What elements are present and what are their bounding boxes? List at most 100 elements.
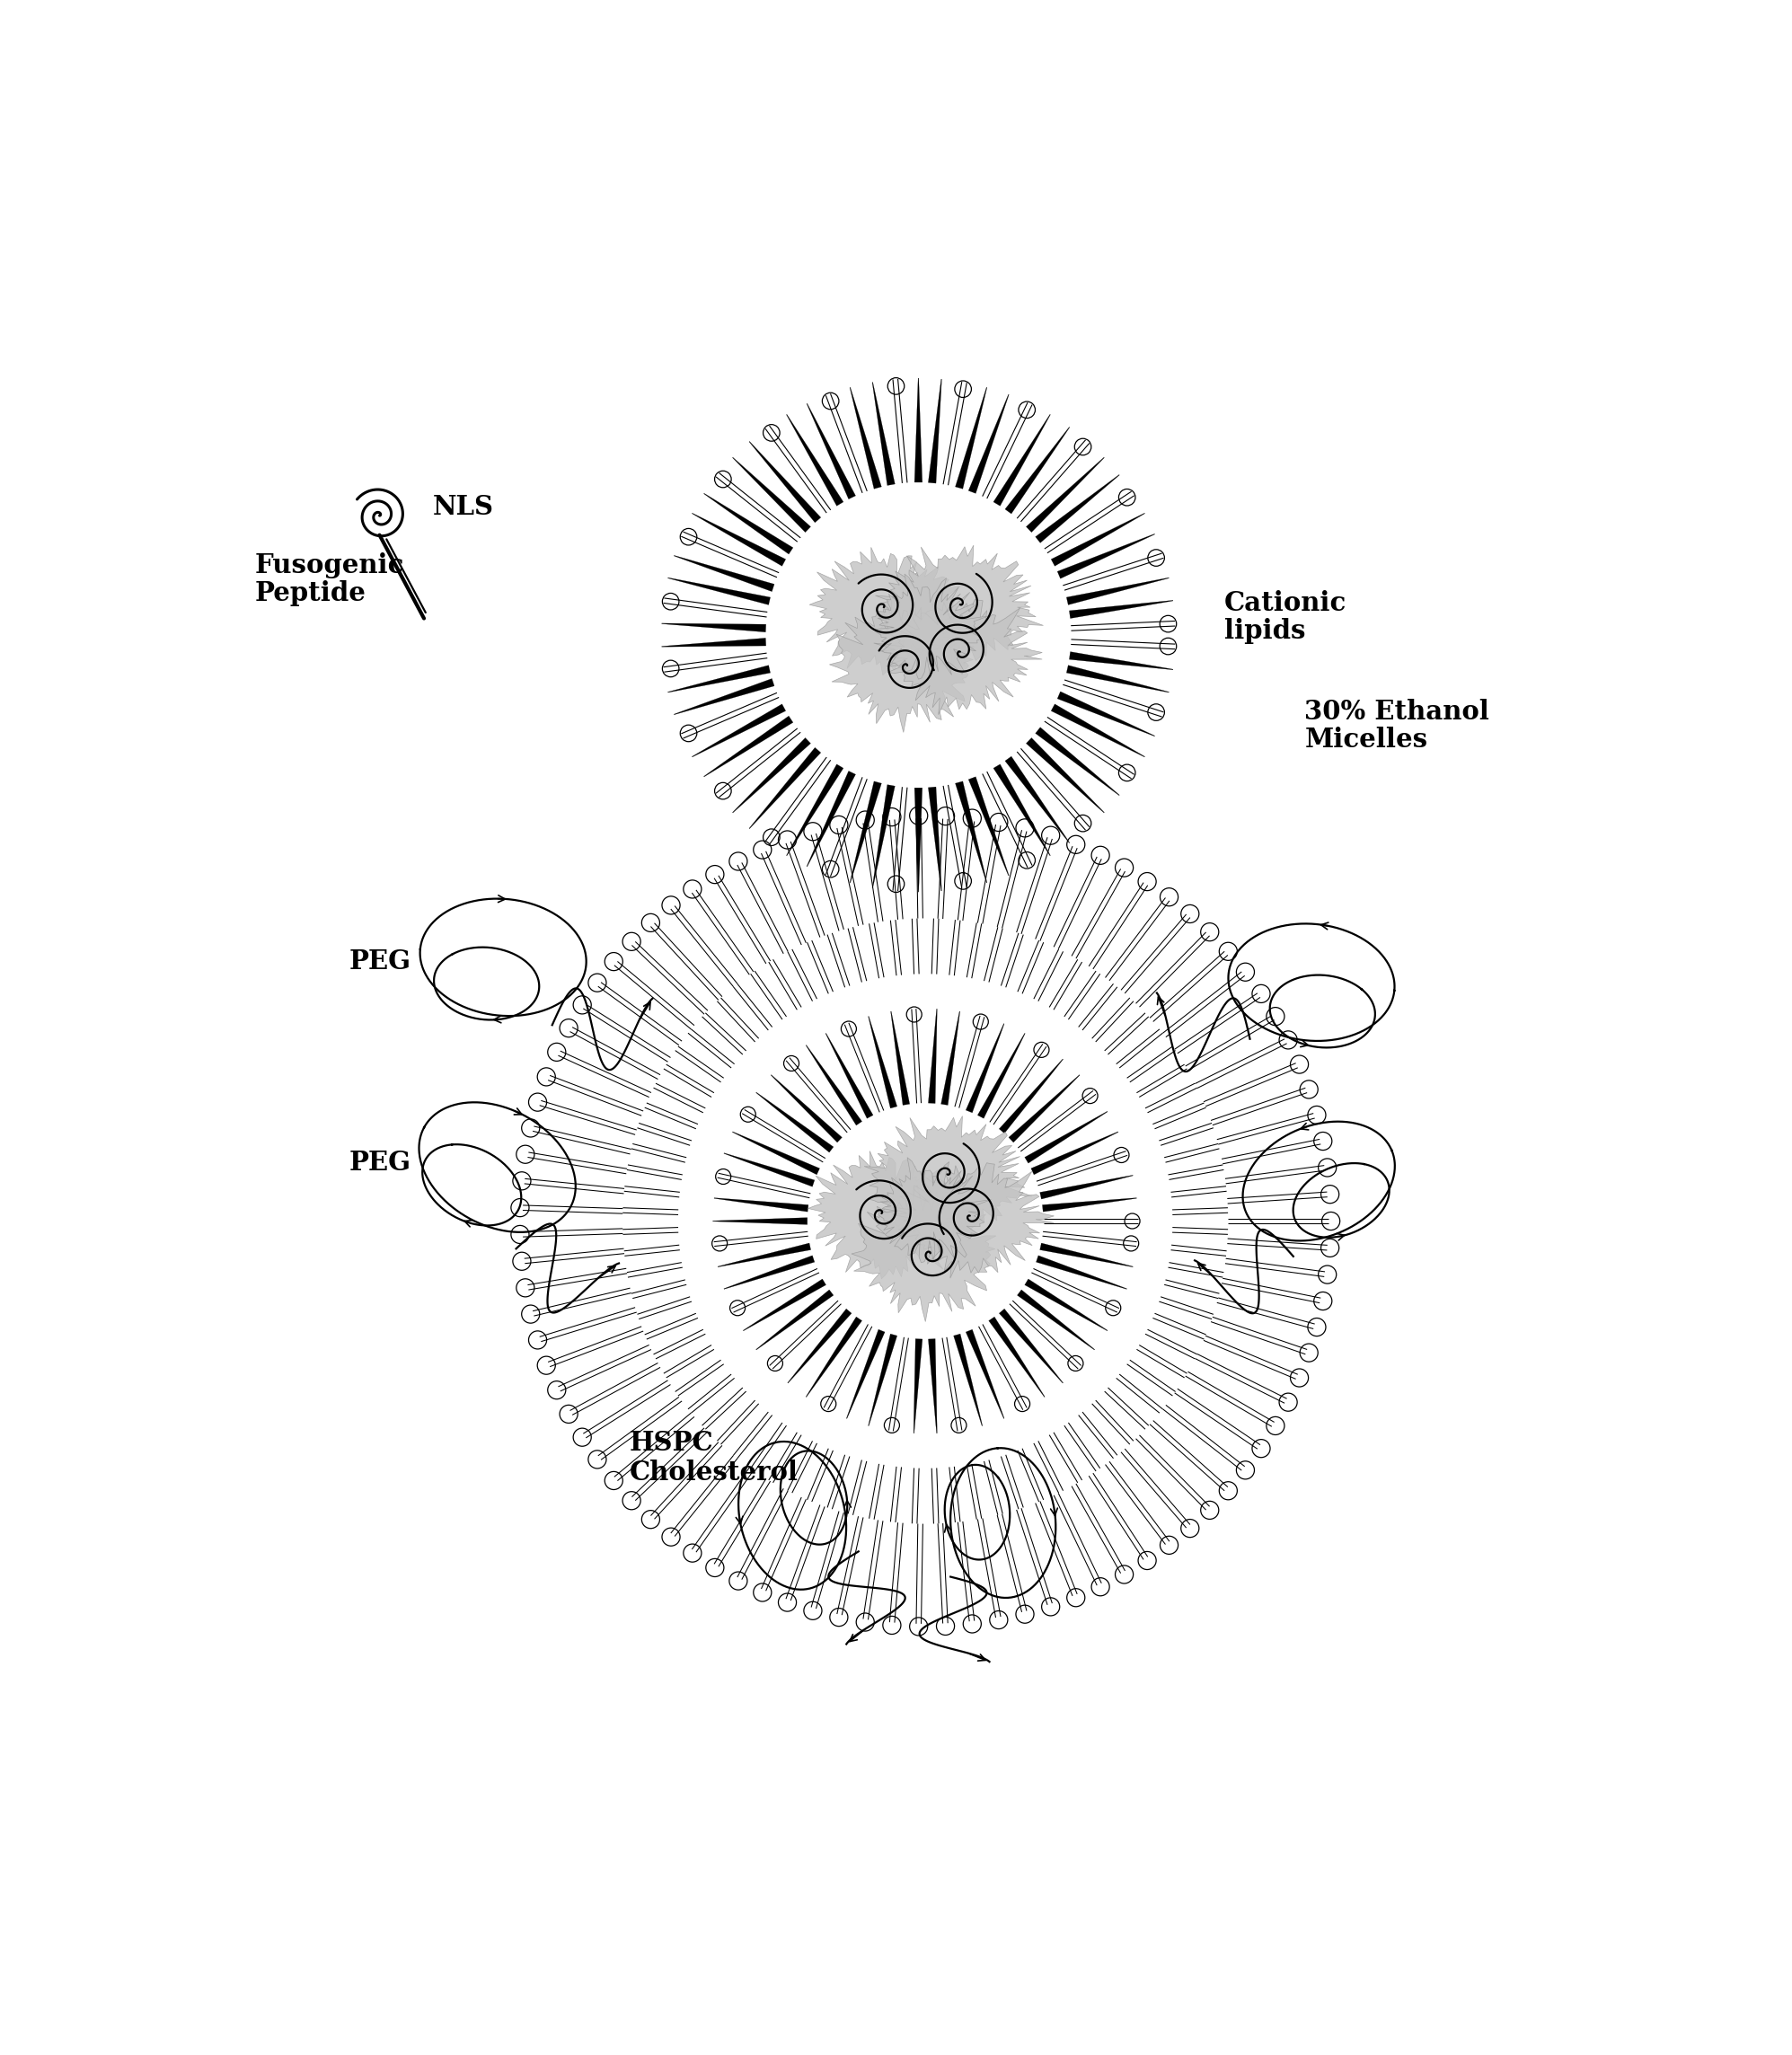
Polygon shape bbox=[1027, 738, 1104, 814]
Polygon shape bbox=[851, 1186, 996, 1321]
Polygon shape bbox=[1000, 1058, 1063, 1134]
Polygon shape bbox=[1025, 1112, 1107, 1163]
Polygon shape bbox=[941, 1011, 961, 1106]
Polygon shape bbox=[993, 415, 1050, 506]
Polygon shape bbox=[1043, 1198, 1136, 1212]
Polygon shape bbox=[846, 1330, 885, 1418]
Polygon shape bbox=[733, 1132, 819, 1175]
Text: Peptide: Peptide bbox=[254, 580, 366, 606]
Polygon shape bbox=[955, 781, 987, 884]
Polygon shape bbox=[873, 785, 894, 888]
Text: Cationic: Cationic bbox=[1224, 590, 1346, 616]
Polygon shape bbox=[756, 1291, 833, 1350]
Polygon shape bbox=[1005, 427, 1070, 514]
Polygon shape bbox=[928, 380, 943, 483]
Polygon shape bbox=[704, 715, 794, 777]
Text: HSPC: HSPC bbox=[629, 1430, 713, 1457]
Polygon shape bbox=[692, 514, 785, 565]
Polygon shape bbox=[661, 623, 765, 633]
Polygon shape bbox=[928, 1009, 937, 1104]
Text: 30% Ethanol: 30% Ethanol bbox=[1305, 699, 1489, 725]
Polygon shape bbox=[993, 764, 1050, 855]
Polygon shape bbox=[756, 1093, 833, 1153]
Polygon shape bbox=[1027, 458, 1104, 532]
Polygon shape bbox=[955, 386, 987, 489]
Polygon shape bbox=[885, 1163, 1054, 1278]
Polygon shape bbox=[874, 545, 1043, 674]
Polygon shape bbox=[1070, 651, 1174, 670]
Polygon shape bbox=[733, 458, 810, 532]
Polygon shape bbox=[869, 1334, 898, 1426]
Polygon shape bbox=[713, 1198, 808, 1212]
Text: Micelles: Micelles bbox=[1305, 725, 1428, 752]
Polygon shape bbox=[876, 573, 989, 678]
Polygon shape bbox=[661, 637, 765, 647]
Polygon shape bbox=[1036, 1256, 1127, 1288]
Polygon shape bbox=[1057, 693, 1154, 736]
Polygon shape bbox=[1036, 727, 1120, 795]
Polygon shape bbox=[808, 1151, 961, 1278]
Polygon shape bbox=[787, 415, 844, 506]
Polygon shape bbox=[724, 1256, 815, 1288]
Polygon shape bbox=[953, 1334, 982, 1426]
Polygon shape bbox=[1009, 1075, 1081, 1143]
Polygon shape bbox=[989, 1317, 1045, 1397]
Polygon shape bbox=[719, 1243, 810, 1268]
Polygon shape bbox=[1052, 705, 1145, 756]
Polygon shape bbox=[713, 1219, 806, 1225]
Polygon shape bbox=[1005, 756, 1070, 843]
Polygon shape bbox=[749, 442, 821, 522]
Polygon shape bbox=[787, 764, 844, 855]
Text: PEG: PEG bbox=[349, 1149, 410, 1175]
Polygon shape bbox=[810, 547, 962, 676]
Polygon shape bbox=[874, 600, 1043, 715]
Text: NLS: NLS bbox=[432, 495, 493, 520]
Polygon shape bbox=[878, 1157, 991, 1262]
Text: PEG: PEG bbox=[349, 947, 410, 974]
Polygon shape bbox=[1025, 1278, 1107, 1332]
Polygon shape bbox=[749, 748, 821, 828]
Polygon shape bbox=[806, 771, 855, 867]
Polygon shape bbox=[914, 1338, 923, 1432]
Polygon shape bbox=[733, 738, 810, 814]
Polygon shape bbox=[806, 1317, 862, 1397]
Polygon shape bbox=[849, 386, 882, 489]
Text: Fusogenic: Fusogenic bbox=[254, 553, 403, 580]
Polygon shape bbox=[674, 555, 774, 592]
Polygon shape bbox=[1039, 1175, 1133, 1200]
Polygon shape bbox=[914, 378, 923, 483]
Polygon shape bbox=[914, 787, 923, 892]
Polygon shape bbox=[806, 403, 855, 499]
Polygon shape bbox=[830, 596, 975, 732]
Polygon shape bbox=[1000, 1309, 1063, 1383]
Polygon shape bbox=[1030, 1132, 1118, 1175]
Polygon shape bbox=[869, 1017, 898, 1108]
Text: Cholesterol: Cholesterol bbox=[629, 1459, 799, 1486]
Polygon shape bbox=[1070, 600, 1174, 619]
Polygon shape bbox=[704, 493, 794, 555]
Polygon shape bbox=[674, 678, 774, 715]
Polygon shape bbox=[1066, 666, 1168, 693]
Polygon shape bbox=[1018, 1291, 1095, 1350]
Polygon shape bbox=[864, 1116, 1032, 1243]
Polygon shape bbox=[1039, 1243, 1133, 1268]
Polygon shape bbox=[1057, 534, 1154, 580]
Polygon shape bbox=[978, 1034, 1025, 1118]
Polygon shape bbox=[668, 666, 771, 693]
Polygon shape bbox=[1052, 514, 1145, 565]
Polygon shape bbox=[724, 1153, 815, 1186]
Text: lipids: lipids bbox=[1224, 619, 1305, 643]
Polygon shape bbox=[873, 382, 894, 485]
Polygon shape bbox=[928, 787, 943, 892]
Polygon shape bbox=[744, 1278, 826, 1332]
Polygon shape bbox=[968, 395, 1009, 493]
Polygon shape bbox=[826, 1034, 873, 1118]
Polygon shape bbox=[1066, 577, 1168, 604]
Polygon shape bbox=[966, 1330, 1004, 1418]
Polygon shape bbox=[891, 1011, 910, 1106]
Polygon shape bbox=[668, 577, 771, 604]
Polygon shape bbox=[968, 777, 1009, 875]
Polygon shape bbox=[849, 781, 882, 884]
Polygon shape bbox=[806, 1046, 862, 1126]
Polygon shape bbox=[966, 1023, 1004, 1112]
